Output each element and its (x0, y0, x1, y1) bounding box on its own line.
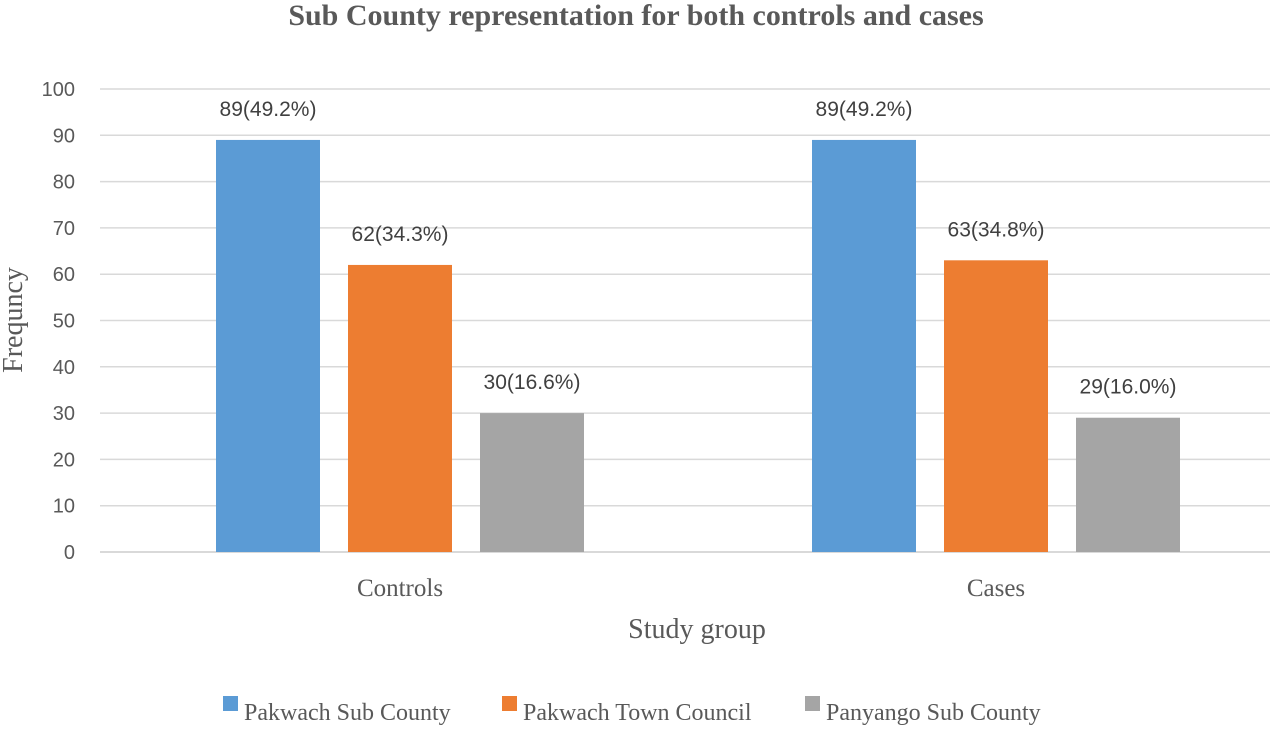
x-axis-categories: Controls Cases (357, 575, 1025, 602)
legend-swatch (223, 696, 238, 711)
y-tick-label: 0 (64, 542, 75, 564)
data-label: 63(34.8%) (948, 218, 1045, 241)
bars (216, 139, 1180, 552)
bar (812, 139, 916, 552)
bar (216, 139, 320, 552)
y-tick-label: 10 (53, 496, 75, 518)
y-tick-label: 60 (53, 264, 75, 286)
data-labels: 89(49.2%) 62(34.3%) 30(16.6%) 89(49.2%) 63(3… (220, 98, 1177, 399)
y-axis-title: Frequncy (0, 267, 29, 373)
x-category-label: Controls (357, 575, 443, 602)
y-tick-label: 40 (53, 357, 75, 379)
data-label: 62(34.3%) (352, 223, 449, 246)
chart-title: Sub County representation for both contr… (288, 0, 983, 32)
bar (944, 260, 1048, 552)
legend-label: Pakwach Town Council (523, 700, 752, 726)
x-axis-title: Study group (628, 614, 766, 645)
data-label: 29(16.0%) (1080, 376, 1177, 399)
data-label: 89(49.2%) (816, 98, 913, 121)
legend: Pakwach Sub County Pakwach Town Council Pa… (223, 696, 1041, 726)
legend-label: Pakwach Sub County (244, 700, 451, 726)
legend-swatch (805, 696, 820, 711)
y-tick-label: 80 (53, 172, 75, 194)
bar (480, 413, 584, 552)
legend-swatch (502, 696, 517, 711)
y-tick-label: 20 (53, 449, 75, 471)
x-category-label: Cases (967, 575, 1025, 602)
y-axis-ticks: 0 10 20 30 40 50 60 70 80 90 100 (42, 79, 75, 564)
data-label: 89(49.2%) (220, 98, 317, 121)
y-tick-label: 30 (53, 403, 75, 425)
y-tick-label: 100 (42, 79, 75, 101)
bar (348, 264, 452, 552)
legend-label: Panyango Sub County (826, 700, 1041, 726)
bar (1076, 417, 1180, 552)
data-label: 30(16.6%) (484, 371, 581, 394)
y-tick-label: 90 (53, 125, 75, 147)
y-tick-label: 70 (53, 218, 75, 240)
y-tick-label: 50 (53, 311, 75, 333)
